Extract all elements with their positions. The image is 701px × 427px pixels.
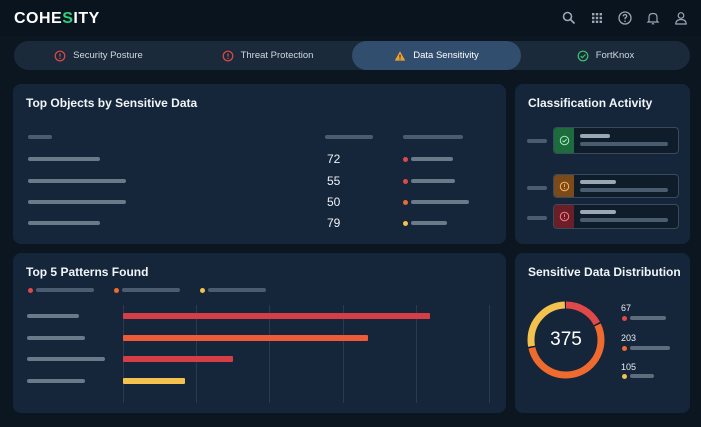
alert-circle-icon	[559, 211, 569, 222]
distribution-value: 203	[621, 333, 637, 343]
timeline-placeholder	[527, 139, 547, 143]
legend-dot	[622, 374, 627, 379]
donut-total: 375	[550, 329, 582, 350]
dashboard-tabs: Security Posture Threat Protection Data …	[14, 41, 690, 70]
legend-dot	[200, 288, 205, 293]
pattern-label-placeholder	[27, 379, 85, 383]
chart-gridline	[343, 305, 344, 403]
activity-item-error[interactable]	[553, 204, 679, 229]
severity-dot	[403, 157, 408, 162]
activity-title-placeholder	[580, 210, 616, 214]
timeline-placeholder	[527, 186, 547, 190]
activity-title-placeholder	[580, 134, 610, 138]
pattern-bar[interactable]	[123, 335, 368, 341]
card-title: Sensitive Data Distribution	[528, 265, 681, 279]
card-title: Top 5 Patterns Found	[26, 265, 149, 279]
object-value: 79	[327, 216, 341, 230]
legend-dot	[28, 288, 33, 293]
pattern-bar[interactable]	[123, 356, 233, 362]
chart-gridline	[489, 305, 490, 403]
distribution-value: 105	[621, 362, 637, 372]
legend-label-placeholder	[630, 316, 666, 320]
chart-gridline	[416, 305, 417, 403]
cohesity-logo[interactable]: COHESITY	[14, 10, 100, 27]
chart-gridline	[269, 305, 270, 403]
distribution-value: 67	[621, 303, 632, 313]
donut-segment[interactable]	[527, 301, 605, 379]
column-header-placeholder	[325, 135, 373, 139]
legend-dot	[622, 316, 627, 321]
top-objects-card: Top Objects by Sensitive Data 72 55 50 7…	[13, 84, 506, 244]
user-icon[interactable]	[671, 8, 691, 28]
pattern-label-placeholder	[27, 314, 79, 318]
object-value: 55	[327, 174, 341, 188]
column-header-placeholder	[28, 135, 52, 139]
pattern-label-placeholder	[27, 336, 85, 340]
legend-label-placeholder	[630, 346, 670, 350]
help-icon[interactable]	[615, 8, 635, 28]
severity-dot	[403, 179, 408, 184]
object-value: 50	[327, 195, 341, 209]
check-circle-icon	[577, 50, 589, 61]
row-tag-placeholder	[411, 221, 447, 225]
activity-desc-placeholder	[580, 188, 668, 192]
column-header-placeholder	[403, 135, 463, 139]
activity-item-warning[interactable]	[553, 174, 679, 198]
legend-label-placeholder	[36, 288, 94, 292]
timeline-placeholder	[527, 216, 547, 220]
pattern-bar[interactable]	[123, 313, 430, 319]
warning-triangle-icon	[395, 50, 406, 61]
alert-circle-icon	[222, 50, 233, 61]
card-title: Top Objects by Sensitive Data	[26, 96, 198, 110]
bell-icon[interactable]	[643, 8, 663, 28]
tab-data-sensitivity[interactable]: Data Sensitivity	[352, 41, 521, 70]
donut-chart	[527, 301, 605, 379]
pattern-label-placeholder	[27, 357, 105, 361]
check-circle-icon	[559, 135, 569, 146]
legend-label-placeholder	[208, 288, 266, 292]
tab-label: Data Sensitivity	[413, 50, 479, 61]
pattern-bar[interactable]	[123, 378, 185, 384]
row-name-placeholder	[28, 179, 126, 183]
top-bar: COHESITY	[0, 0, 701, 36]
legend-label-placeholder	[122, 288, 180, 292]
grid-icon[interactable]	[587, 8, 607, 28]
row-tag-placeholder	[411, 157, 453, 161]
tab-label: FortKnox	[595, 50, 635, 61]
activity-item-success[interactable]	[553, 127, 679, 154]
chart-gridline	[196, 305, 197, 403]
legend-label-placeholder	[630, 374, 654, 378]
object-value: 72	[327, 152, 341, 166]
legend-dot	[622, 346, 627, 351]
severity-dot	[403, 221, 408, 226]
donut-segment[interactable]	[527, 301, 605, 379]
alert-circle-icon	[54, 50, 66, 61]
legend-dot	[114, 288, 119, 293]
severity-dot	[403, 200, 408, 205]
chart-gridline	[123, 305, 124, 403]
tab-fortknox[interactable]: FortKnox	[521, 41, 690, 70]
activity-title-placeholder	[580, 180, 616, 184]
alert-circle-icon	[559, 181, 569, 191]
activity-desc-placeholder	[580, 218, 668, 222]
activity-desc-placeholder	[580, 142, 668, 146]
classification-activity-card: Classification Activity	[515, 84, 690, 244]
row-name-placeholder	[28, 157, 100, 161]
row-tag-placeholder	[411, 179, 455, 183]
donut-segment[interactable]	[527, 301, 605, 379]
search-icon[interactable]	[559, 8, 579, 28]
top-patterns-card: Top 5 Patterns Found	[13, 253, 506, 413]
row-name-placeholder	[28, 200, 126, 204]
card-title: Classification Activity	[528, 96, 653, 110]
tab-threat-protection[interactable]: Threat Protection	[183, 41, 352, 70]
tab-security-posture[interactable]: Security Posture	[14, 41, 183, 70]
row-name-placeholder	[28, 221, 100, 225]
tab-label: Security Posture	[73, 50, 143, 61]
tab-label: Threat Protection	[240, 50, 314, 61]
distribution-card: Sensitive Data Distribution 375 67 203 1…	[515, 253, 690, 413]
row-tag-placeholder	[411, 200, 469, 204]
